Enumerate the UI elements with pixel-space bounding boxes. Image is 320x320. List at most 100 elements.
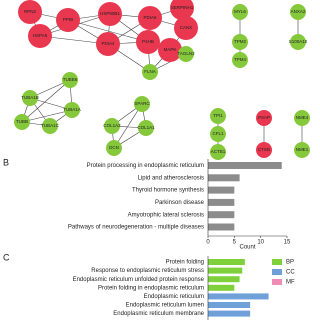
y-tick-label: Protein folding in endoplasmic reticulum bbox=[98, 285, 204, 291]
y-tick-label: Endoplasmic reticulum unfolded protein r… bbox=[73, 277, 205, 283]
network-node bbox=[290, 4, 306, 20]
network-node bbox=[232, 34, 248, 50]
network-edge bbox=[21, 79, 71, 123]
network-node bbox=[106, 140, 122, 156]
network-node bbox=[256, 110, 272, 126]
network-node bbox=[290, 34, 306, 50]
y-tick-label: Parkinson disease bbox=[155, 200, 205, 206]
x-tick-label: 5 bbox=[233, 240, 237, 246]
network-node bbox=[136, 30, 160, 54]
network-node bbox=[42, 118, 58, 134]
x-axis-label: Count bbox=[239, 245, 255, 251]
network-node bbox=[142, 64, 158, 80]
node-label: TUBA1B bbox=[21, 95, 39, 100]
legend-swatch bbox=[272, 259, 282, 265]
bar bbox=[208, 198, 235, 206]
node-label: ACTB1 bbox=[211, 149, 226, 154]
network: RPN2 PPIB HSP90B1 PDIA6 SERPINH1 CANX HSPA5 PDI… bbox=[14, 0, 310, 160]
network-node bbox=[210, 108, 226, 124]
network-node bbox=[174, 16, 198, 40]
network-node bbox=[98, 2, 122, 26]
legend-swatch bbox=[272, 279, 282, 285]
bar bbox=[208, 186, 235, 194]
node-label: HSPA5 bbox=[33, 33, 48, 38]
network-edge bbox=[21, 109, 73, 123]
network-node bbox=[62, 72, 78, 88]
x-tick-label: 15 bbox=[284, 240, 291, 246]
y-tick-label: Protein folding bbox=[166, 260, 204, 266]
node-label: P4HB bbox=[142, 39, 154, 44]
network-node bbox=[64, 102, 80, 118]
network-node bbox=[294, 110, 310, 126]
bar bbox=[208, 293, 269, 300]
legend-label: BP bbox=[286, 260, 294, 266]
x-tick-label: 10 bbox=[257, 240, 264, 246]
network-node bbox=[134, 96, 150, 112]
bar bbox=[208, 174, 240, 182]
node-label: NME1 bbox=[296, 147, 309, 152]
y-tick-label: Response to endoplasmic reticulum stress bbox=[91, 268, 204, 274]
network-node bbox=[104, 118, 120, 134]
node-label: TUBB6 bbox=[63, 77, 78, 82]
network-node bbox=[138, 6, 162, 30]
network-node bbox=[138, 120, 154, 136]
node-label: DCN bbox=[109, 145, 119, 150]
network-node bbox=[170, 0, 194, 20]
legend-label: MF bbox=[286, 280, 295, 286]
y-tick-label: Thyroid hormone synthesis bbox=[132, 188, 204, 194]
bar bbox=[208, 310, 251, 317]
network-node bbox=[256, 142, 272, 158]
bar bbox=[208, 284, 235, 291]
node-label: COL1A1 bbox=[137, 125, 155, 130]
node-label: PSAP bbox=[258, 115, 270, 120]
node-label: TPM4 bbox=[234, 57, 246, 62]
node-label: CFL1 bbox=[212, 131, 224, 136]
y-tick-label: Lipid and atherosclerosis bbox=[138, 175, 204, 181]
node-label: CTSD bbox=[258, 147, 271, 152]
node-label: TPI1 bbox=[213, 113, 223, 118]
network-node bbox=[158, 38, 182, 62]
network-node bbox=[18, 0, 42, 24]
y-tick-label: Endoplasmic reticulum lumen bbox=[126, 303, 204, 309]
bar bbox=[208, 162, 282, 169]
network-edge bbox=[67, 19, 149, 43]
node-label: S100A10 bbox=[289, 39, 308, 44]
network-node bbox=[96, 32, 120, 56]
node-label: TAGLN2 bbox=[177, 51, 195, 56]
node-label: ANXA2 bbox=[291, 9, 306, 14]
bar bbox=[208, 302, 251, 308]
node-label: PPIB bbox=[63, 17, 73, 22]
node-label: FLNA bbox=[144, 69, 156, 74]
x-tick-label: 0 bbox=[206, 240, 210, 246]
node-label: TUBA1C bbox=[41, 123, 60, 128]
network-node bbox=[210, 144, 226, 160]
network-edge bbox=[113, 103, 143, 149]
network-node bbox=[56, 8, 80, 32]
panel-label: C bbox=[3, 252, 10, 262]
legend-label: CC bbox=[286, 270, 295, 276]
network-node bbox=[210, 126, 226, 142]
panel-label: B bbox=[3, 157, 9, 167]
network-node bbox=[178, 46, 194, 62]
network-node bbox=[22, 90, 38, 106]
bar bbox=[208, 259, 245, 265]
bar bbox=[208, 223, 235, 231]
network-node bbox=[14, 114, 30, 130]
node-label: NME4 bbox=[296, 115, 309, 120]
node-label: HSP90B1 bbox=[100, 11, 120, 16]
node-label: MAPK bbox=[164, 47, 177, 52]
node-label: CANX bbox=[180, 25, 193, 30]
node-label: PDIA4 bbox=[101, 41, 115, 46]
y-tick-label: Endoplasmic reticulum bbox=[144, 294, 204, 300]
y-tick-label: Protein processing in endoplasmic reticu… bbox=[87, 163, 204, 169]
y-tick-label: Pathways of neurodegeneration - multiple… bbox=[68, 225, 204, 231]
node-label: COL1A2 bbox=[103, 123, 121, 128]
network-node bbox=[28, 24, 52, 48]
y-tick-label: Endoplasmic reticulum membrane bbox=[113, 311, 204, 317]
node-label: TPM2 bbox=[234, 39, 246, 44]
legend-swatch bbox=[272, 269, 282, 275]
node-label: MYL6 bbox=[234, 9, 246, 14]
bar bbox=[208, 276, 240, 283]
bar bbox=[208, 267, 243, 274]
